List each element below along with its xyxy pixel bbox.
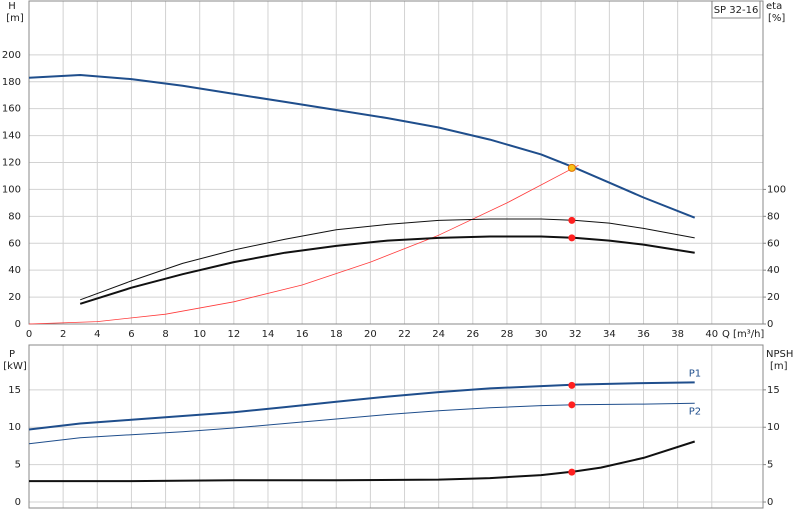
y-tick-label: 0 (15, 497, 21, 508)
x-tick-label: 0 (26, 329, 32, 340)
y2-unit: [%] (768, 13, 785, 24)
y-tick-label: 40 (8, 265, 21, 276)
y-tick-label: 200 (2, 50, 21, 61)
x-tick-label: 18 (330, 329, 343, 340)
x-tick-label: 8 (162, 329, 168, 340)
curve-label: P1 (689, 368, 701, 379)
curve (29, 440, 696, 483)
chart-title: SP 32-16 (714, 5, 759, 16)
operating-point (568, 216, 576, 224)
y-unit: [m] (6, 13, 24, 24)
x-tick-label: 30 (535, 329, 548, 340)
y-tick-label: 100 (2, 184, 21, 195)
y-tick-label: 180 (2, 77, 21, 88)
y-unit: [kW] (3, 361, 27, 372)
x-tick-label: 4 (94, 329, 100, 340)
y2-tick-label: 80 (767, 211, 780, 222)
y2-tick-label: 0 (767, 497, 773, 508)
x-tick-label: 32 (569, 329, 582, 340)
x-tick-label: 20 (364, 329, 377, 340)
y2-tick-label: 40 (767, 265, 780, 276)
operating-point (568, 401, 576, 409)
y-tick-label: 5 (15, 460, 21, 471)
operating-point (568, 381, 576, 389)
curve-label: P2 (689, 406, 701, 417)
y2-tick-label: 10 (767, 422, 780, 433)
y2-unit: [m] (770, 361, 788, 372)
x-tick-label: 26 (466, 329, 479, 340)
y-tick-label: 60 (8, 238, 21, 249)
x-tick-label: 28 (501, 329, 514, 340)
curve (79, 235, 695, 305)
curve (80, 218, 695, 301)
x-tick-label: 14 (262, 329, 275, 340)
x-tick-label: 36 (637, 329, 650, 340)
x-tick-label: 6 (128, 329, 134, 340)
y2-tick-label: 0 (767, 319, 773, 330)
curve (28, 74, 696, 219)
x-tick-label: 38 (671, 329, 684, 340)
y-tick-label: 20 (8, 292, 21, 303)
x-tick-label: 12 (227, 329, 240, 340)
plot-frame (28, 344, 764, 509)
x-tick-label: 2 (60, 329, 66, 340)
y2-tick-label: 15 (767, 385, 780, 396)
y-tick-label: 120 (2, 158, 21, 169)
y-label: H (8, 1, 16, 12)
y-tick-label: 0 (15, 319, 21, 330)
operating-point (568, 468, 576, 476)
x-tick-label: 16 (296, 329, 309, 340)
y2-tick-label: 5 (767, 460, 773, 471)
x-tick-label: 10 (193, 329, 206, 340)
y-tick-label: 80 (8, 211, 21, 222)
curve (28, 164, 579, 325)
x-label: Q [m³/h] (722, 329, 764, 340)
plot-background (29, 345, 763, 508)
x-tick-label: 24 (432, 329, 445, 340)
y2-label: NPSH (766, 349, 793, 360)
y2-tick-label: 20 (767, 292, 780, 303)
x-tick-label: 22 (398, 329, 411, 340)
y2-tick-label: 60 (767, 238, 780, 249)
operating-point (568, 234, 576, 242)
plot-area (28, 345, 763, 508)
y-tick-label: 140 (2, 131, 21, 142)
x-tick-label: 34 (603, 329, 616, 340)
y2-tick-label: 100 (767, 184, 786, 195)
y2-label: eta (766, 1, 782, 12)
plot-area (28, 1, 763, 325)
y-tick-label: 10 (8, 422, 21, 433)
x-tick-label: 40 (705, 329, 718, 340)
plot-frame (28, 0, 764, 325)
y-label: P (9, 349, 15, 360)
y-tick-label: 15 (8, 385, 21, 396)
y-tick-label: 160 (2, 104, 21, 115)
operating-point (567, 163, 576, 172)
